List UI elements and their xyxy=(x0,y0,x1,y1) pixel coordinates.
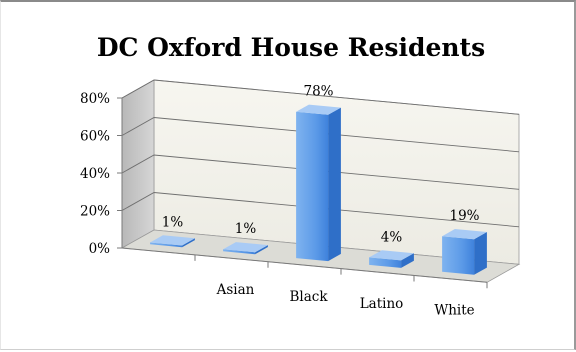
bar-side-face xyxy=(255,245,268,255)
bar xyxy=(369,250,414,268)
x-category-label: Black xyxy=(289,289,328,305)
y-tick-label: 0% xyxy=(89,241,111,257)
bar-front-face xyxy=(369,257,402,268)
bar-top-face xyxy=(150,235,195,246)
y-axis-tick-labels: 0% 20% 40% 60% 80% xyxy=(80,91,122,257)
gridline-20 xyxy=(121,192,520,228)
chart-title: DC Oxford House Residents xyxy=(97,33,485,62)
bar xyxy=(223,242,268,255)
x-category-label: Asian xyxy=(216,282,255,298)
bar xyxy=(296,104,341,262)
data-labels: 1% 1% 78% 4% 19% xyxy=(162,84,480,246)
data-label: 19% xyxy=(449,208,479,224)
x-category-label: Latino xyxy=(360,296,404,312)
gridline-80 xyxy=(121,79,520,115)
bar-top-face xyxy=(223,242,268,253)
data-label: 4% xyxy=(381,229,403,245)
bar-front-face xyxy=(223,249,256,255)
gridlines xyxy=(121,79,520,228)
bar-front-face xyxy=(150,242,183,248)
bar-side-face xyxy=(182,238,195,248)
x-axis-line xyxy=(121,247,488,283)
bar-front-face xyxy=(296,111,329,262)
bar xyxy=(442,229,487,275)
data-label: 1% xyxy=(162,214,184,230)
y-tick-label: 40% xyxy=(80,166,110,182)
bar-top-face xyxy=(442,229,487,240)
bar xyxy=(150,235,195,248)
y-tick-label: 60% xyxy=(80,129,110,145)
y-tick-label: 80% xyxy=(80,91,110,107)
y-tick-label: 20% xyxy=(80,204,110,220)
bars xyxy=(150,104,487,275)
x-category-label: White xyxy=(434,303,474,319)
bar-side-face xyxy=(328,107,341,262)
data-label: 78% xyxy=(303,84,333,100)
gridline-40 xyxy=(121,154,520,190)
bar-top-face xyxy=(369,250,414,261)
x-axis-category-labels: Asian Black Latino White xyxy=(194,254,488,319)
bar-side-face xyxy=(474,232,487,275)
bar-top-face xyxy=(296,104,341,115)
bar-side-face xyxy=(401,253,414,268)
bar-front-face xyxy=(442,236,475,275)
gridline-60 xyxy=(121,117,520,153)
data-label: 1% xyxy=(235,221,257,237)
